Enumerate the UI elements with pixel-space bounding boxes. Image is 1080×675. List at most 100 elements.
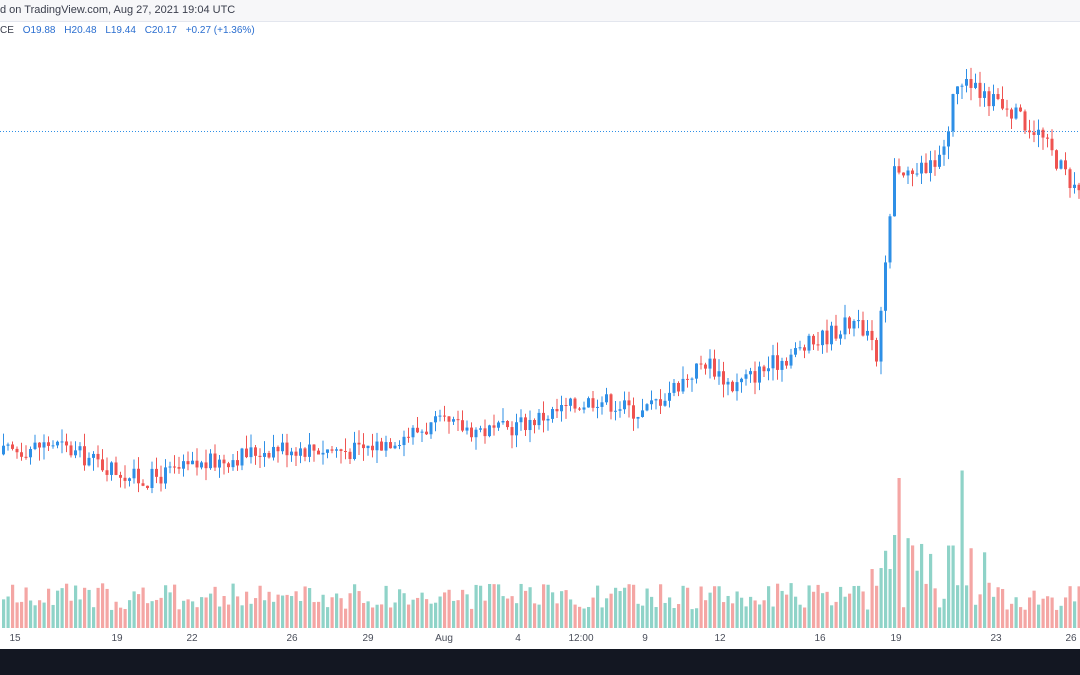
candle-body [393,445,397,449]
volume-bar [785,594,789,628]
candle-body [47,442,50,446]
volume-bar [1055,609,1059,628]
candle-body [654,399,658,401]
candle-body [776,355,779,370]
volume-bar [474,584,478,628]
volume-bar [245,591,249,628]
volume-bar [803,607,807,628]
volume-bar [1014,597,1018,628]
volume-bar [110,609,114,628]
candle-body [159,476,163,484]
candle-body [276,446,280,452]
volume-bar [393,602,397,628]
volume-bar [870,569,874,628]
volume-bar [456,600,460,628]
candle-body [731,381,734,392]
volume-bar [636,603,640,628]
volume-bar [852,585,856,628]
volume-bar [303,586,307,628]
candle-body [582,407,586,410]
volume-bar [497,584,501,628]
candle-body [668,392,671,401]
volume-bar [258,585,262,628]
volume-bar [420,592,424,628]
volume-bar [798,604,802,628]
candle-body [456,419,460,421]
candle-body [555,409,559,412]
candle-body [384,442,388,451]
candle-body [213,453,217,468]
candle-body [254,447,257,456]
volume-bar [87,589,91,628]
volume-bar [200,597,204,628]
candle-body [762,366,766,372]
volume-bar [641,605,645,628]
candle-body [240,448,244,466]
candle-body [771,355,775,369]
candle-body [339,449,343,451]
candle-body [699,363,703,365]
volume-bar [123,609,127,628]
candle-body [155,468,158,477]
volume-bar [672,608,676,628]
volume-bar [42,602,46,628]
volume-bar [461,589,465,628]
volume-bar [632,584,636,628]
volume-bar [987,582,991,628]
volume-bar [128,600,132,628]
candle-body [24,456,28,458]
candle-body [335,449,338,451]
candle-body [128,478,131,481]
volume-bar [1041,598,1045,628]
candle-body [204,462,208,469]
volume-bar [150,601,154,628]
candle-body [182,461,185,469]
volume-bar [101,583,105,628]
volume-bar [168,592,172,628]
candles [2,67,1080,494]
candle-body [623,400,626,410]
candle-body [726,381,730,385]
volume-bar [276,594,280,628]
candle-body [767,368,770,372]
x-tick-label: 19 [890,633,902,644]
volume-bar [263,600,267,628]
candle-body [1014,107,1018,119]
volume-bar [389,607,393,628]
volume-bar [83,587,87,628]
candle-body [789,354,793,366]
candle-body [591,398,595,408]
candle-body [173,466,176,468]
x-tick-label: 12:00 [568,633,593,644]
candle-body [870,330,874,341]
candle-body [218,459,221,468]
candle-body [222,459,226,464]
candle-body [825,330,829,345]
candle-body [74,450,77,456]
x-tick-label: Aug [435,633,453,644]
candle-body [227,463,230,468]
volume-bar [69,600,73,628]
volume-bar [839,586,843,628]
candle-body [861,320,865,336]
volume-bar [29,600,33,628]
candle-body [1077,184,1080,191]
candle-body [357,442,361,445]
candle-body [587,398,590,408]
candle-body [821,330,824,346]
candle-body [569,398,572,406]
volume-bar [1032,590,1036,628]
candle-body [164,467,167,484]
candle-body [659,399,662,406]
candle-body [812,335,815,345]
candle-body [105,470,109,475]
candle-body [92,453,95,458]
volume-bar [411,599,415,628]
candle-body [114,462,118,475]
candle-body [708,358,712,369]
volume-bar [407,604,411,628]
candle-body [920,162,923,174]
candle-body [281,442,284,452]
candle-body [65,441,68,446]
